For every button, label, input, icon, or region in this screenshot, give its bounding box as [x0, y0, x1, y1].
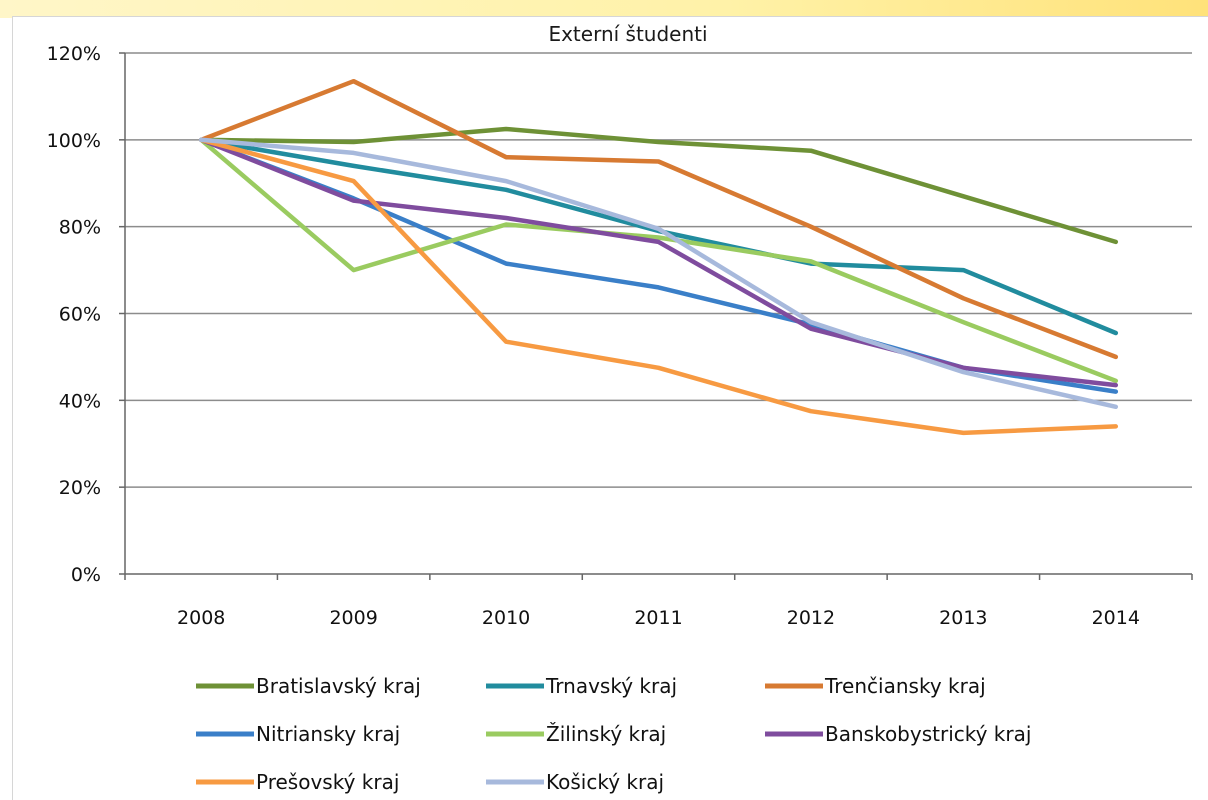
y-tick-label: 40%: [59, 390, 101, 412]
y-tick-label: 120%: [47, 43, 101, 65]
x-tick-label: 2008: [177, 607, 225, 629]
x-tick-label: 2010: [482, 607, 530, 629]
x-tick-label: 2009: [329, 607, 377, 629]
y-tick-label: 80%: [59, 217, 101, 239]
series-line: [198, 137, 1119, 388]
legend-label: Prešovský kraj: [256, 770, 399, 794]
legend-label: Košický kraj: [546, 770, 664, 794]
legend: Bratislavský kraj Trnavský kraj Trenčiansk…: [196, 674, 1031, 794]
y-tick-label: 20%: [59, 477, 101, 499]
legend-label: Nitriansky kraj: [256, 722, 400, 746]
series-line: [198, 137, 1119, 384]
x-tick-label: 2011: [634, 607, 682, 629]
y-tick-label: 100%: [47, 130, 101, 152]
axes: [119, 52, 1193, 580]
series-line: [198, 126, 1119, 245]
y-tick-label: 60%: [59, 304, 101, 326]
x-tick-label: 2012: [787, 607, 835, 629]
legend-label: Banskobystrický kraj: [825, 722, 1031, 746]
legend-label: Trnavský kraj: [545, 674, 677, 698]
chart-title: Externí študenti: [548, 22, 707, 46]
series-line: [198, 137, 1119, 436]
top-decorative-strip: [0, 0, 1208, 18]
series-line: [198, 137, 1119, 410]
legend-label: Žilinský kraj: [546, 722, 666, 746]
tick-labels: 0% 20% 40% 60% 80% 100% 120% 2008 2009 2010 2011 20…: [47, 43, 1140, 629]
x-tick-label: 2013: [939, 607, 987, 629]
legend-label: Trenčiansky kraj: [824, 674, 986, 698]
series-lines: [198, 78, 1119, 436]
x-tick-label: 2014: [1092, 607, 1140, 629]
grid-lines: [125, 52, 1192, 488]
legend-label: Bratislavský kraj: [256, 674, 421, 698]
y-tick-label: 0%: [71, 564, 101, 586]
series-line: [198, 78, 1119, 360]
